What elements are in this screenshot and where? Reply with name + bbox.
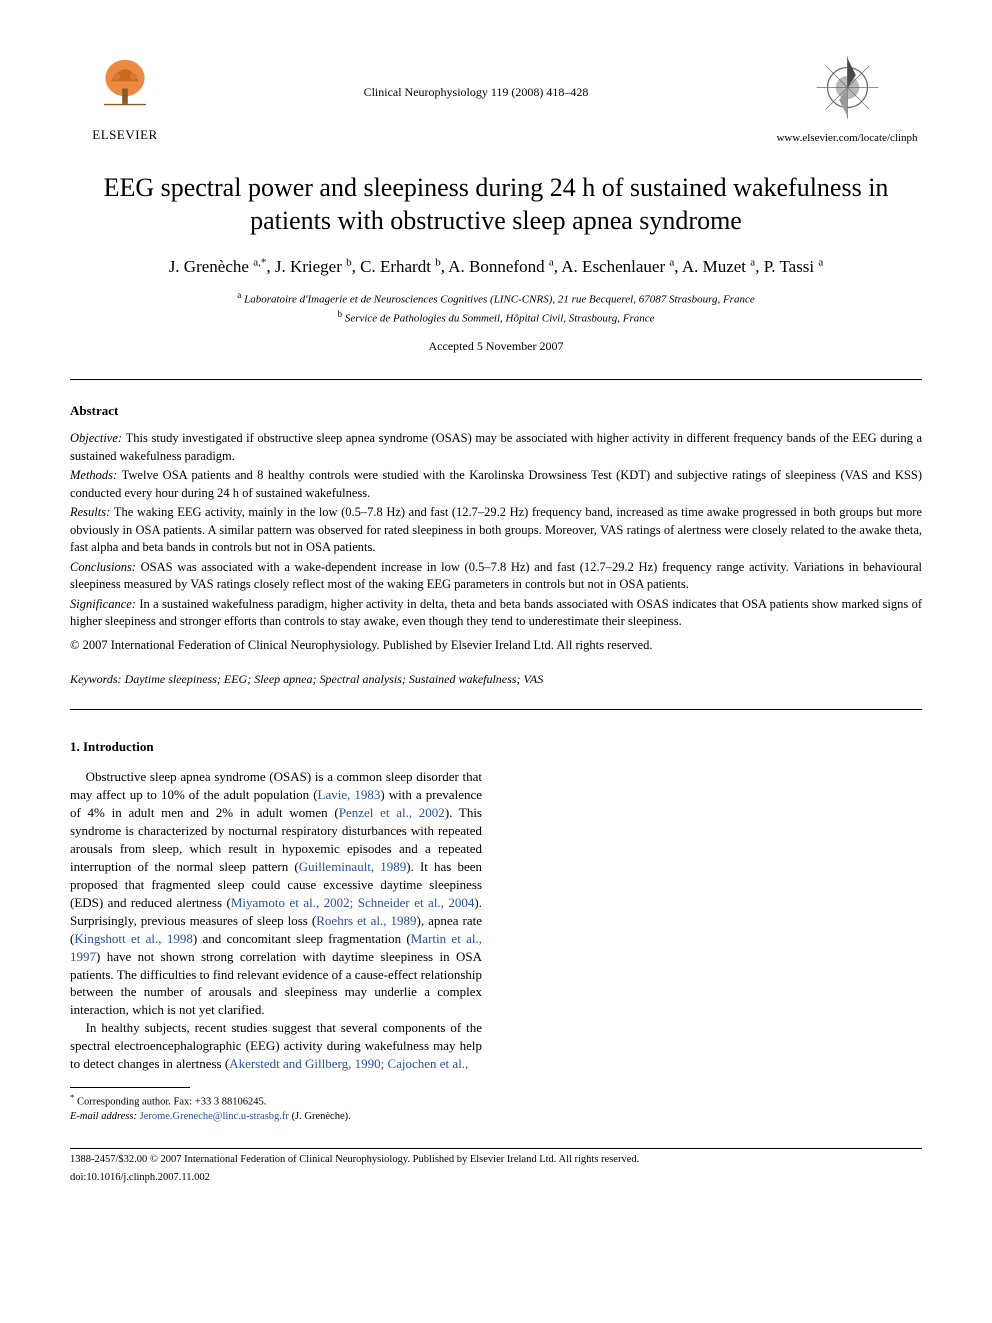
- abstract-heading: Abstract: [70, 402, 922, 420]
- footer-doi: doi:10.1016/j.clinph.2007.11.002: [70, 1171, 922, 1185]
- footer-rule: [70, 1148, 922, 1149]
- abstract-objective: Objective: This study investigated if ob…: [70, 430, 922, 465]
- publisher-name: ELSEVIER: [92, 127, 157, 143]
- abstract: Abstract Objective: This study investiga…: [70, 402, 922, 654]
- footer-copyright: 1388-2457/$32.00 © 2007 International Fe…: [70, 1153, 922, 1167]
- affiliation-b: Service de Pathologies du Sommeil, Hôpit…: [345, 313, 655, 325]
- abstract-objective-text: This study investigated if obstructive s…: [70, 431, 922, 463]
- author-list: J. Grenèche a,*, J. Krieger b, C. Erhard…: [70, 255, 922, 279]
- abstract-copyright: © 2007 International Federation of Clini…: [70, 637, 922, 655]
- section-heading: 1. Introduction: [70, 738, 482, 756]
- divider-rule: [70, 709, 922, 710]
- page-header: ELSEVIER Clinical Neurophysiology 119 (2…: [70, 50, 922, 144]
- journal-citation: Clinical Neurophysiology 119 (2008) 418–…: [180, 50, 772, 100]
- abstract-methods: Methods: Twelve OSA patients and 8 healt…: [70, 467, 922, 502]
- body-paragraph-1: Obstructive sleep apnea syndrome (OSAS) …: [70, 768, 482, 1019]
- publisher-block: ELSEVIER: [70, 50, 180, 143]
- elsevier-tree-logo-icon: [90, 50, 160, 125]
- keywords-label: Keywords:: [70, 672, 122, 686]
- body-columns: 1. Introduction Obstructive sleep apnea …: [70, 738, 922, 1124]
- footnote-separator: [70, 1087, 190, 1088]
- abstract-significance-text: In a sustained wakefulness paradigm, hig…: [70, 597, 922, 629]
- section-number: 1.: [70, 739, 80, 754]
- affiliations: a Laboratoire d'Imagerie et de Neuroscie…: [70, 289, 922, 327]
- abstract-conclusions-text: OSAS was associated with a wake-dependen…: [70, 560, 922, 592]
- affiliation-a: Laboratoire d'Imagerie et de Neuroscienc…: [244, 293, 755, 305]
- abstract-significance: Significance: In a sustained wakefulness…: [70, 596, 922, 631]
- abstract-results-text: The waking EEG activity, mainly in the l…: [70, 505, 922, 554]
- abstract-results: Results: The waking EEG activity, mainly…: [70, 504, 922, 557]
- body-paragraph-2: In healthy subjects, recent studies sugg…: [70, 1019, 482, 1073]
- divider-rule: [70, 379, 922, 380]
- keywords-line: Keywords: Daytime sleepiness; EEG; Sleep…: [70, 672, 922, 687]
- abstract-methods-text: Twelve OSA patients and 8 healthy contro…: [70, 468, 922, 500]
- accepted-date: Accepted 5 November 2007: [70, 339, 922, 354]
- section-title: Introduction: [83, 739, 154, 754]
- abstract-conclusions: Conclusions: OSAS was associated with a …: [70, 559, 922, 594]
- email-suffix: (J. Grenèche).: [292, 1111, 351, 1122]
- journal-url[interactable]: www.elsevier.com/locate/clinph: [776, 132, 917, 144]
- email-label: E-mail address:: [70, 1111, 137, 1122]
- compass-logo-icon: [805, 50, 890, 130]
- corr-author-text: Corresponding author. Fax: +33 3 8810624…: [77, 1097, 266, 1108]
- article-title: EEG spectral power and sleepiness during…: [100, 172, 892, 237]
- journal-brand-block: www.elsevier.com/locate/clinph: [772, 50, 922, 144]
- keywords-text: Daytime sleepiness; EEG; Sleep apnea; Sp…: [125, 672, 544, 686]
- corresponding-author-footnote: * Corresponding author. Fax: +33 3 88106…: [70, 1092, 482, 1124]
- corr-email-link[interactable]: Jerome.Greneche@linc.u-strasbg.fr: [140, 1111, 289, 1122]
